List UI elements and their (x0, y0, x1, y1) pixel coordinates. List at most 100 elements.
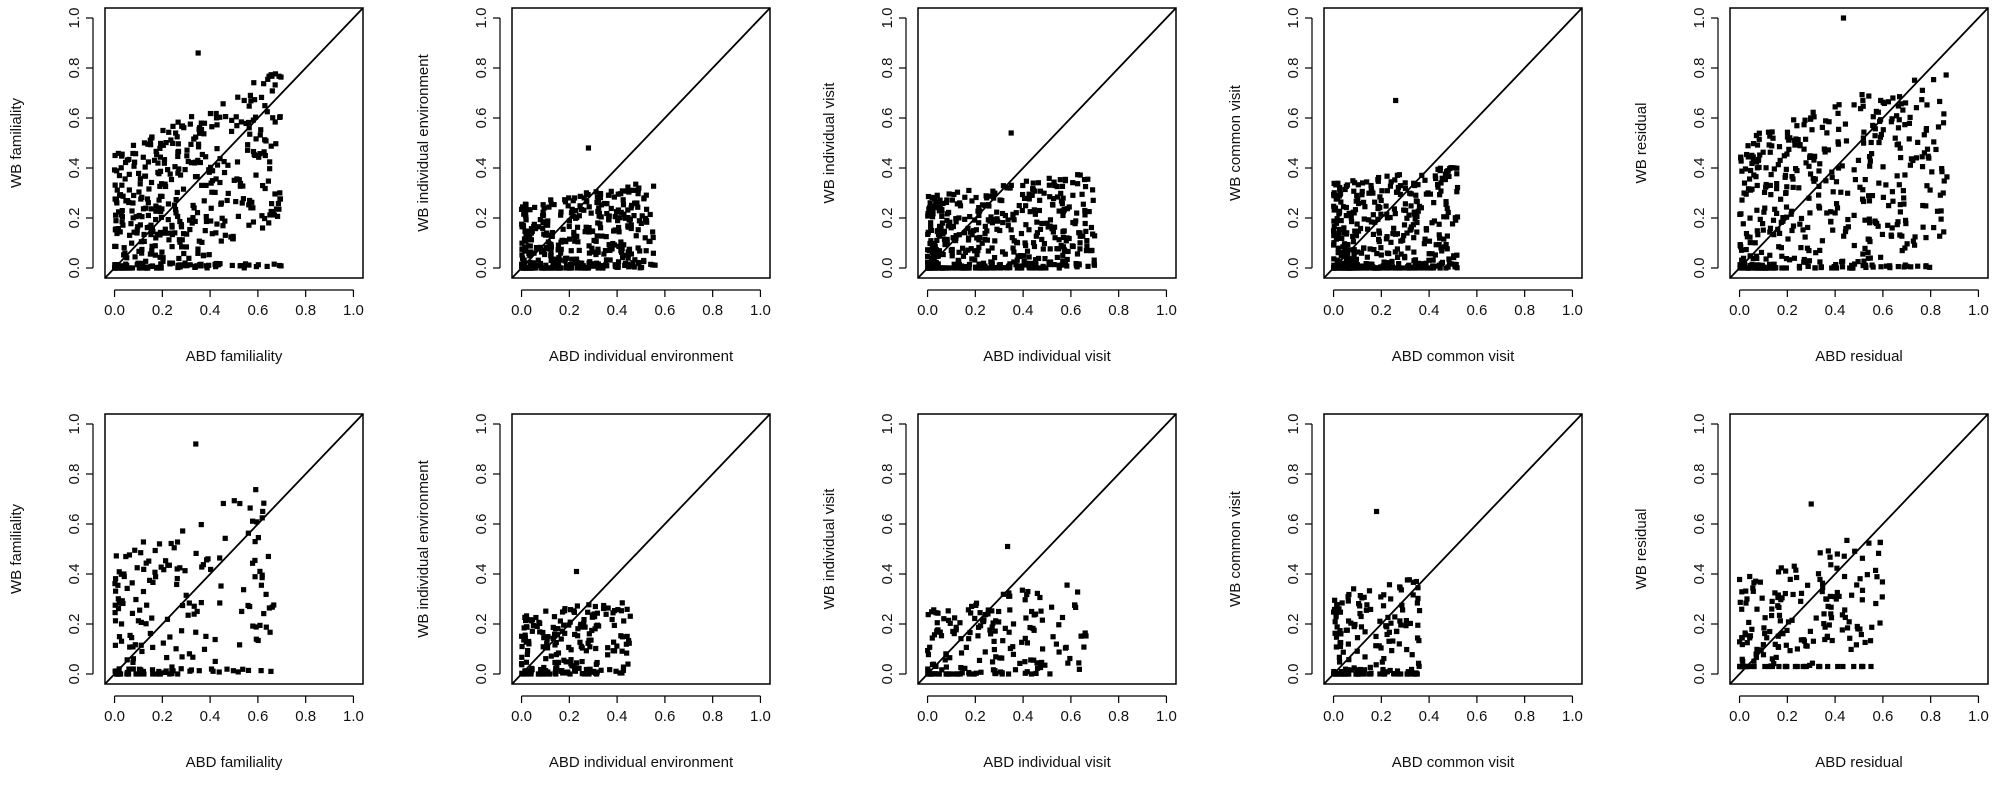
data-point (259, 225, 266, 231)
data-point (969, 256, 975, 262)
data-point (112, 642, 119, 648)
data-point (1867, 238, 1873, 245)
data-point (548, 257, 554, 264)
data-point (621, 618, 627, 624)
y-tick-label: 0.2 (66, 208, 83, 229)
data-point (175, 141, 181, 147)
data-point (1875, 550, 1882, 556)
data-point (581, 616, 587, 623)
data-point (177, 218, 183, 225)
data-point (1738, 247, 1745, 253)
scatter-panel-3: 0.0 0.2 0.4 0.6 0.8 1.00.00.20.40.60.81.0ABD … (821, 7, 1177, 365)
data-point (1024, 592, 1030, 598)
data-point (195, 250, 201, 256)
data-point (1802, 117, 1808, 123)
data-point (1737, 262, 1743, 268)
data-point (261, 610, 267, 617)
data-point (1425, 190, 1431, 196)
data-point (1034, 590, 1040, 597)
data-point (134, 227, 140, 233)
data-point (153, 671, 159, 677)
data-point (972, 217, 978, 223)
data-point (118, 638, 125, 644)
data-point (1445, 209, 1451, 216)
data-point (1859, 663, 1865, 670)
data-point (1817, 576, 1823, 583)
data-point (148, 142, 154, 148)
data-point (1862, 262, 1869, 268)
data-point (143, 258, 149, 264)
data-point (1744, 640, 1750, 646)
data-point (546, 204, 552, 210)
data-point (584, 265, 590, 271)
x-tick-label: 0.4 (1825, 302, 1846, 319)
x-tick-label: 0.2 (965, 302, 986, 319)
data-point (615, 264, 621, 270)
data-point (619, 246, 625, 252)
data-point (1798, 215, 1805, 222)
data-point (198, 120, 204, 126)
y-tick-label: 0.6 (66, 514, 83, 535)
data-point (1354, 667, 1360, 673)
data-point (1833, 261, 1839, 268)
data-point (990, 620, 996, 626)
data-point (1435, 184, 1441, 190)
data-point (618, 633, 624, 639)
data-point (194, 210, 201, 216)
data-point (1867, 153, 1873, 160)
data-point (1780, 214, 1786, 221)
data-point (1402, 185, 1409, 191)
data-point (1081, 644, 1087, 650)
data-point (935, 231, 942, 238)
data-point (538, 265, 545, 271)
data-point (1009, 235, 1015, 241)
data-point (1421, 241, 1427, 247)
data-point (1420, 265, 1426, 271)
data-point (989, 262, 995, 269)
data-point (191, 205, 197, 211)
data-point (1859, 587, 1866, 593)
data-point (1894, 113, 1900, 119)
data-point (1747, 215, 1753, 221)
data-point (129, 580, 135, 586)
data-point (1386, 582, 1393, 588)
data-point (1786, 146, 1792, 152)
data-point (1360, 245, 1367, 251)
data-point (166, 237, 172, 243)
data-point (1032, 211, 1038, 217)
data-point (939, 220, 946, 226)
data-point (635, 191, 641, 197)
x-tick-label: 0.0 (1323, 302, 1344, 319)
x-tick-label: 0.0 (511, 708, 532, 725)
data-point (985, 265, 991, 271)
data-point (1363, 607, 1369, 613)
data-point (1851, 167, 1857, 173)
data-point (207, 110, 214, 117)
x-tick-label: 0.6 (654, 302, 675, 319)
data-point (548, 253, 554, 259)
data-point (1439, 248, 1445, 254)
data-point (1426, 251, 1432, 257)
data-point (115, 582, 121, 588)
data-point (213, 110, 219, 117)
data-point (230, 668, 236, 674)
data-point (986, 203, 992, 209)
data-point (618, 608, 625, 614)
data-point (927, 265, 933, 271)
data-point (1076, 666, 1082, 672)
data-point (1829, 637, 1835, 644)
data-point (1851, 242, 1857, 249)
data-point (148, 206, 154, 212)
data-point (1417, 263, 1423, 269)
data-point (976, 204, 982, 211)
data-point (1042, 662, 1048, 668)
data-point (1740, 255, 1747, 261)
data-point (1768, 612, 1775, 619)
data-point (600, 605, 607, 612)
data-point (1332, 597, 1338, 603)
data-point (536, 619, 542, 626)
data-point (616, 243, 622, 250)
data-point (152, 252, 158, 258)
data-point (1338, 262, 1344, 268)
data-point (1351, 260, 1357, 266)
